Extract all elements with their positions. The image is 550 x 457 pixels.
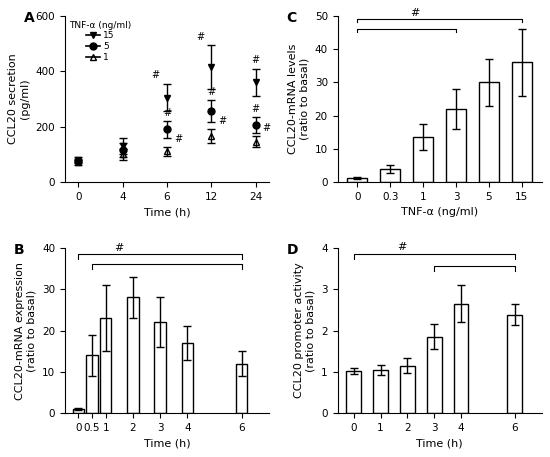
Text: #: # — [410, 8, 420, 18]
X-axis label: Time (h): Time (h) — [416, 439, 463, 449]
Bar — [182, 343, 193, 414]
Text: #: # — [174, 134, 182, 144]
X-axis label: TNF-α (ng/ml): TNF-α (ng/ml) — [401, 207, 478, 217]
Text: #: # — [397, 242, 406, 252]
X-axis label: Time (h): Time (h) — [144, 207, 190, 217]
Text: #: # — [114, 243, 124, 253]
Bar — [86, 356, 98, 414]
Y-axis label: CCL20 secretion
(pg/ml): CCL20 secretion (pg/ml) — [8, 53, 30, 144]
Bar — [454, 303, 469, 414]
Text: A: A — [24, 11, 35, 25]
Bar — [100, 318, 111, 414]
Y-axis label: CCL20 promoter activity
(ratio to basal): CCL20 promoter activity (ratio to basal) — [294, 263, 316, 399]
Bar — [413, 137, 433, 182]
Text: D: D — [287, 243, 298, 257]
Bar — [508, 315, 522, 414]
Bar — [381, 169, 400, 182]
Bar — [479, 82, 499, 182]
Bar — [512, 63, 532, 182]
Text: #: # — [251, 55, 260, 65]
Legend: 15, 5, 1: 15, 5, 1 — [66, 17, 135, 66]
Bar — [127, 298, 139, 414]
Text: #: # — [263, 123, 271, 133]
Y-axis label: CCL20-mRNA expression
(ratio to basal): CCL20-mRNA expression (ratio to basal) — [15, 261, 36, 399]
Text: #: # — [218, 116, 227, 126]
Text: #: # — [196, 32, 204, 42]
Text: B: B — [14, 243, 24, 257]
Text: #: # — [207, 87, 215, 97]
X-axis label: Time (h): Time (h) — [144, 439, 190, 449]
Y-axis label: CCL20-mRNA levels
(ratio to basal): CCL20-mRNA levels (ratio to basal) — [288, 44, 309, 154]
Bar — [236, 364, 248, 414]
Bar — [155, 322, 166, 414]
Bar — [446, 109, 466, 182]
Text: #: # — [251, 104, 260, 114]
Bar — [348, 179, 367, 182]
Bar — [73, 409, 84, 414]
Text: #: # — [163, 108, 171, 118]
Bar — [346, 371, 361, 414]
Bar — [373, 370, 388, 414]
Text: #: # — [152, 70, 160, 80]
Text: C: C — [287, 11, 297, 25]
Bar — [427, 337, 442, 414]
Bar — [400, 366, 415, 414]
